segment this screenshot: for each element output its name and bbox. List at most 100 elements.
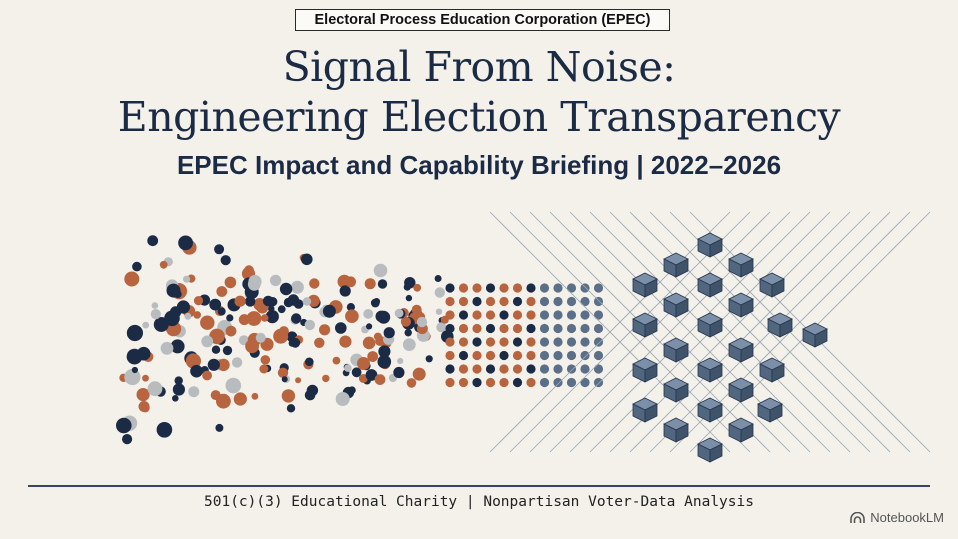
noise-dot — [286, 404, 296, 413]
grid-dot — [553, 283, 563, 293]
grid-dot — [512, 377, 523, 388]
grid-dot — [485, 283, 496, 293]
noise-dot — [265, 310, 279, 324]
grid-dot — [580, 283, 590, 293]
notebooklm-brand: NotebookLM — [850, 510, 944, 525]
grid-dot — [566, 323, 577, 334]
noise-dot — [402, 338, 416, 351]
grid-dot — [458, 323, 469, 334]
grid-dot — [485, 323, 496, 334]
noise-dot — [142, 321, 150, 329]
noise-dot — [224, 276, 237, 289]
noise-dot — [309, 278, 320, 289]
cube — [632, 312, 658, 338]
noise-dot — [339, 285, 351, 297]
grid-dot — [553, 364, 563, 374]
noise-dot — [124, 368, 141, 386]
title-line-1: Signal From Noise: — [282, 43, 676, 91]
grid-dot — [539, 283, 550, 293]
noise-dot — [367, 351, 379, 362]
brand-label: NotebookLM — [870, 510, 944, 525]
noise-dot — [412, 367, 426, 381]
footer-tagline: 501(c)(3) Educational Charity | Nonparti… — [204, 494, 754, 510]
grid-dot — [593, 337, 604, 347]
grid-dot — [512, 364, 523, 374]
grid-dot — [593, 310, 604, 320]
noise-dot — [305, 357, 314, 367]
noise-dot — [397, 357, 404, 365]
noise-scatter-dots — [116, 235, 454, 445]
noise-dot — [150, 309, 161, 320]
noise-dot — [217, 358, 230, 372]
noise-dot — [147, 381, 163, 397]
noise-dot — [234, 295, 246, 307]
grid-dot — [499, 310, 509, 320]
cube — [759, 357, 785, 383]
noise-dot — [304, 319, 315, 331]
noise-dot — [244, 265, 254, 276]
cube — [632, 397, 658, 423]
noise-dot — [287, 294, 300, 306]
cube — [632, 357, 658, 383]
noise-dot — [126, 348, 143, 365]
grid-dot — [566, 377, 577, 388]
grid-dot — [512, 296, 523, 307]
lattice-line — [629, 211, 871, 453]
grid-dot — [485, 337, 496, 347]
noise-dot — [435, 308, 443, 315]
grid-dot — [499, 283, 509, 293]
grid-dot — [512, 283, 523, 293]
grid-dot — [472, 350, 482, 361]
grid-dot — [485, 296, 496, 307]
grid-dot — [512, 350, 523, 361]
cube — [632, 272, 658, 298]
cube-lattice — [489, 211, 931, 463]
noise-dot — [377, 354, 392, 369]
grid-dot — [580, 377, 590, 388]
noise-dot — [383, 327, 395, 339]
grid-dot — [539, 337, 550, 347]
noise-dot — [202, 370, 213, 381]
grid-dot — [593, 323, 604, 334]
noise-dot — [136, 388, 150, 402]
signal-dot-grid — [445, 283, 604, 388]
grid-dot — [458, 350, 469, 361]
grid-dot — [539, 364, 550, 374]
noise-dot — [307, 294, 320, 307]
noise-dot — [277, 305, 286, 314]
grid-dot — [485, 350, 496, 361]
grid-dot — [512, 323, 523, 334]
cube — [759, 272, 785, 298]
noise-dot — [214, 244, 225, 255]
title-line-2: Engineering Election Transparency — [117, 93, 841, 141]
grid-dot — [499, 337, 509, 347]
noise-dot — [193, 296, 204, 306]
noise-dot — [246, 311, 262, 326]
noise-dot — [436, 322, 447, 333]
noise-dot — [351, 367, 362, 378]
grid-dot — [445, 337, 455, 347]
noise-dot — [122, 434, 133, 445]
noise-dot — [216, 393, 231, 409]
noise-dot — [262, 295, 274, 307]
grid-dot — [580, 364, 590, 374]
noise-dot — [124, 271, 140, 287]
noise-dot — [116, 417, 132, 434]
grid-dot — [458, 364, 469, 374]
grid-dot — [539, 296, 550, 307]
cube — [767, 312, 793, 338]
grid-dot — [580, 323, 590, 334]
cube — [802, 322, 828, 348]
noise-dot — [172, 383, 185, 396]
noise-dot — [160, 341, 174, 355]
grid-dot — [512, 310, 523, 320]
grid-dot — [472, 283, 482, 293]
signal-from-noise-illustration — [116, 211, 931, 463]
noise-dot — [335, 392, 350, 406]
noise-dot — [201, 335, 214, 348]
grid-dot — [458, 310, 469, 320]
grid-dot — [472, 310, 482, 320]
grid-dot — [458, 337, 469, 347]
noise-dot — [302, 297, 312, 306]
noise-dot — [366, 323, 373, 330]
